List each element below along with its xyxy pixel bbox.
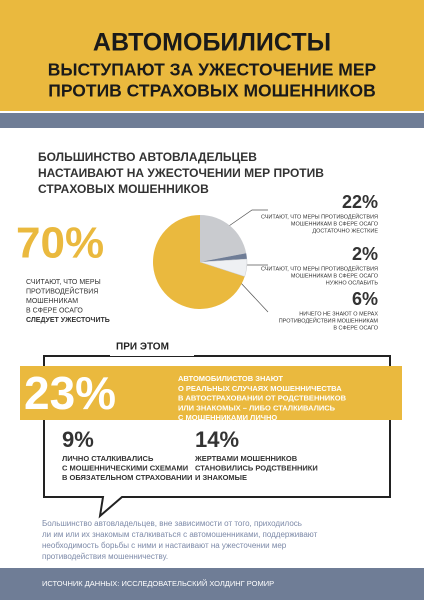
chart-title: СТРАХОВЫХ МОШЕННИКОВ: [38, 182, 209, 196]
stat-text: СТАНОВИЛИСЬ РОДСТВЕННИКИ: [195, 463, 318, 472]
percent-description: СЧИТАЮТ, ЧТО МЕРЫ: [26, 279, 101, 286]
stat-text: В ОБЯЗАТЕЛЬНОМ СТРАХОВАНИИ: [62, 473, 192, 482]
pie-slice: [199, 258, 248, 277]
stat-text: ЛИЧНО СТАЛКИВАЛИСЬ: [62, 454, 154, 463]
percent-description: ПРОТИВОДЕЙСТВИЯ МОШЕННИКАМ: [279, 316, 379, 324]
pie-slice: [200, 215, 247, 262]
note-line: необходимость борьбы с ними и настаивают…: [42, 541, 287, 550]
header-stripe: [0, 113, 424, 128]
note-line: Большинство автовладельцев, вне зависимо…: [42, 519, 302, 528]
leader-lines: [225, 209, 269, 313]
percent-description: МОШЕННИКАМ: [26, 298, 78, 305]
title-line: ВЫСТУПАЮТ ЗА УЖЕСТОЧЕНИЕ МЕР: [48, 60, 377, 80]
percent-description: НИЧЕГО НЕ ЗНАЮТ О МЕРАХ: [299, 311, 378, 317]
percent-description: В СФЕРЕ ОСАГО: [333, 325, 378, 331]
percent-description: НУЖНО ОСЛАБИТЬ: [326, 280, 379, 286]
big-percent: 70%: [16, 219, 104, 268]
percent-description: ПРОТИВОДЕЙСТВИЯ: [26, 286, 98, 295]
main-stat-text: В АВТОСТРАХОВАНИИ ОТ РОДСТВЕННИКОВ: [178, 394, 347, 403]
note-line: ли им или их знакомым сталкиваться с авт…: [42, 530, 318, 539]
percent-description: ДОСТАТОЧНО ЖЕСТКИЕ: [312, 228, 378, 234]
percent-label: 6%: [352, 289, 378, 309]
leader-line: [239, 281, 269, 313]
title-line: ПРОТИВ СТРАХОВЫХ МОШЕННИКОВ: [48, 81, 375, 101]
main-stat-text: О РЕАЛЬНЫХ СЛУЧАЯХ МОШЕННИЧЕСТВА: [178, 384, 342, 393]
title-line: АВТОМОБИЛИСТЫ: [93, 29, 331, 57]
pie-slice: [153, 215, 245, 309]
percent-label: 2%: [352, 244, 378, 264]
callout-heading: ПРИ ЭТОМ: [116, 342, 169, 353]
chart-title: НАСТАИВАЮТ НА УЖЕСТОЧЕНИИ МЕР ПРОТИВ: [38, 166, 324, 180]
stat-value: 14%: [195, 427, 239, 452]
stat-text: И ЗНАКОМЫЕ: [195, 473, 247, 482]
percent-label: 22%: [342, 192, 378, 212]
main-stat-text: АВТОМОБИЛИСТОВ ЗНАЮТ: [178, 374, 283, 383]
stat-value: 9%: [62, 427, 94, 452]
leader-line: [225, 209, 268, 229]
chart-title: БОЛЬШИНСТВО АВТОВЛАДЕЛЬЦЕВ: [38, 150, 257, 164]
pie-slice: [200, 253, 247, 262]
percent-description: СЧИТАЮТ, ЧТО МЕРЫ ПРОТИВОДЕЙСТВИЯ: [261, 212, 378, 220]
stat-text: С МОШЕННИЧЕСКИМИ СХЕМАМИ: [62, 463, 188, 472]
footer-source: ИСТОЧНИК ДАННЫХ: ИССЛЕДОВАТЕЛЬСКИЙ ХОЛДИ…: [42, 579, 274, 588]
main-stat-text: С МОШЕННИКАМИ ЛИЧНО: [178, 413, 277, 422]
percent-description: СЛЕДУЕТ УЖЕСТОЧИТЬ: [26, 317, 110, 324]
header-band: [0, 0, 424, 111]
stat-text: ЖЕРТВАМИ МОШЕННИКОВ: [194, 454, 298, 463]
percent-description: МОШЕННИКАМ В СФЕРЕ ОСАГО: [291, 221, 379, 227]
main-stat: 23%: [24, 367, 116, 419]
footer-band: [0, 568, 424, 600]
main-stat-text: ИЛИ ЗНАКОМЫХ – ЛИБО СТАЛКИВАЛИСЬ: [178, 403, 336, 412]
note-line: противодействия мошенничеству.: [42, 552, 168, 561]
highlight-band: [20, 366, 402, 420]
percent-description: МОШЕННИКАМ В СФЕРЕ ОСАГО: [291, 273, 379, 279]
heading-backdrop: [110, 338, 194, 356]
percent-description: СЧИТАЮТ, ЧТО МЕРЫ ПРОТИВОДЕЙСТВИЯ: [261, 264, 378, 272]
percent-description: В СФЕРЕ ОСАГО: [26, 307, 83, 314]
